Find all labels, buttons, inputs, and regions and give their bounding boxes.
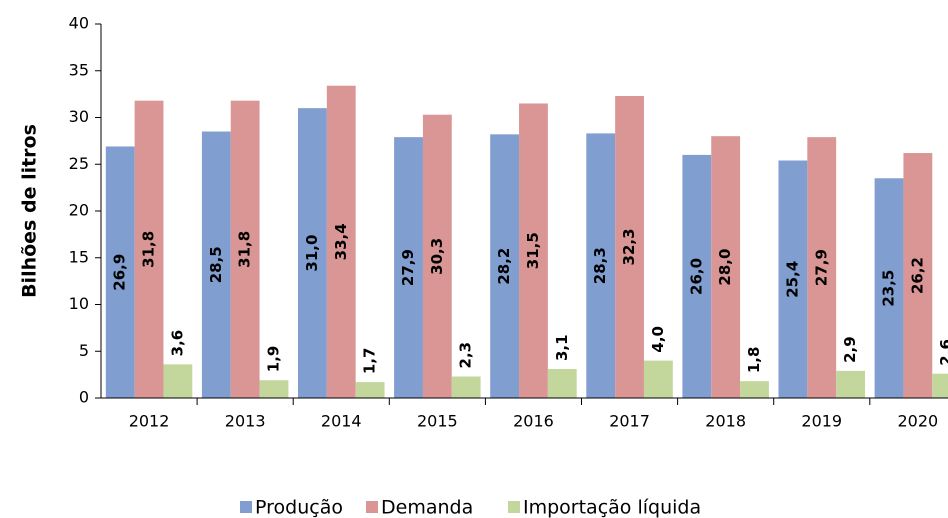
y-tick-label: 15 xyxy=(69,247,89,266)
bar xyxy=(355,382,385,398)
bar xyxy=(874,178,904,398)
bar xyxy=(519,103,548,398)
bar xyxy=(586,133,616,398)
data-label: 1,7 xyxy=(361,348,379,375)
bar xyxy=(932,373,948,398)
y-tick-label: 30 xyxy=(69,107,89,126)
data-label: 4,0 xyxy=(649,326,667,353)
data-label: 28,0 xyxy=(716,249,734,286)
data-label: 31,8 xyxy=(140,231,158,268)
bar xyxy=(547,369,577,398)
bar xyxy=(682,154,712,398)
bar xyxy=(615,95,644,399)
x-tick-label: 2012 xyxy=(129,412,170,431)
bar xyxy=(259,380,289,398)
bar xyxy=(903,153,933,398)
bar xyxy=(298,108,327,399)
data-label: 28,2 xyxy=(495,248,513,285)
bar xyxy=(394,137,423,398)
x-tick-label: 2020 xyxy=(897,412,938,431)
data-label: 33,4 xyxy=(332,223,350,260)
legend-label: Demanda xyxy=(381,497,473,518)
data-label: 2,3 xyxy=(457,342,475,369)
data-label: 23,5 xyxy=(880,270,898,307)
x-tick-label: 2017 xyxy=(609,412,650,431)
bar xyxy=(643,360,673,398)
data-label: 1,8 xyxy=(745,347,763,374)
y-tick-label: 10 xyxy=(69,294,89,313)
data-label: 2,6 xyxy=(937,339,948,366)
legend-swatch xyxy=(366,501,378,513)
data-label: 26,0 xyxy=(687,258,705,295)
data-label: 2,9 xyxy=(841,336,859,363)
legend-swatch xyxy=(240,501,252,513)
data-label: 26,9 xyxy=(111,254,129,291)
bar xyxy=(807,137,837,398)
bar xyxy=(105,146,135,398)
data-label: 32,3 xyxy=(620,228,638,265)
bar xyxy=(490,134,520,398)
data-label: 31,5 xyxy=(524,232,542,269)
x-tick-label: 2019 xyxy=(801,412,842,431)
y-axis-title: Bilhões de litros xyxy=(19,124,41,298)
legend-label: Importação líquida xyxy=(523,497,701,518)
x-tick-label: 2014 xyxy=(321,412,362,431)
bar xyxy=(422,114,452,398)
x-tick-label: 2018 xyxy=(705,412,746,431)
y-tick-label: 25 xyxy=(69,154,89,173)
y-tick-label: 35 xyxy=(69,60,89,79)
bar xyxy=(451,376,481,398)
data-label: 26,2 xyxy=(908,257,926,294)
x-tick-label: 2015 xyxy=(417,412,458,431)
x-tick-label: 2013 xyxy=(225,412,266,431)
bar xyxy=(201,131,231,398)
bar xyxy=(740,381,769,398)
data-label: 28,5 xyxy=(207,246,225,283)
data-label: 31,0 xyxy=(303,235,321,272)
data-label: 27,9 xyxy=(812,249,830,286)
bar xyxy=(778,160,808,398)
bar xyxy=(326,85,356,399)
y-tick-label: 20 xyxy=(69,201,89,220)
data-label: 28,3 xyxy=(591,247,609,284)
data-label: 1,9 xyxy=(264,346,282,373)
bar xyxy=(836,370,865,398)
y-tick-label: 40 xyxy=(69,14,89,33)
bar xyxy=(163,364,193,398)
y-tick-label: 0 xyxy=(79,388,89,407)
data-label: 3,1 xyxy=(553,334,571,361)
data-label: 3,6 xyxy=(168,330,186,357)
data-label: 25,4 xyxy=(783,261,801,298)
x-tick-label: 2016 xyxy=(513,412,554,431)
bar xyxy=(134,100,164,399)
data-label: 31,8 xyxy=(236,231,254,268)
data-label: 30,3 xyxy=(428,238,446,275)
data-label: 27,9 xyxy=(399,249,417,286)
legend-swatch xyxy=(508,501,520,513)
bar xyxy=(230,100,260,399)
bar xyxy=(711,136,741,398)
y-tick-label: 5 xyxy=(79,341,89,360)
legend-label: Produção xyxy=(255,497,343,518)
